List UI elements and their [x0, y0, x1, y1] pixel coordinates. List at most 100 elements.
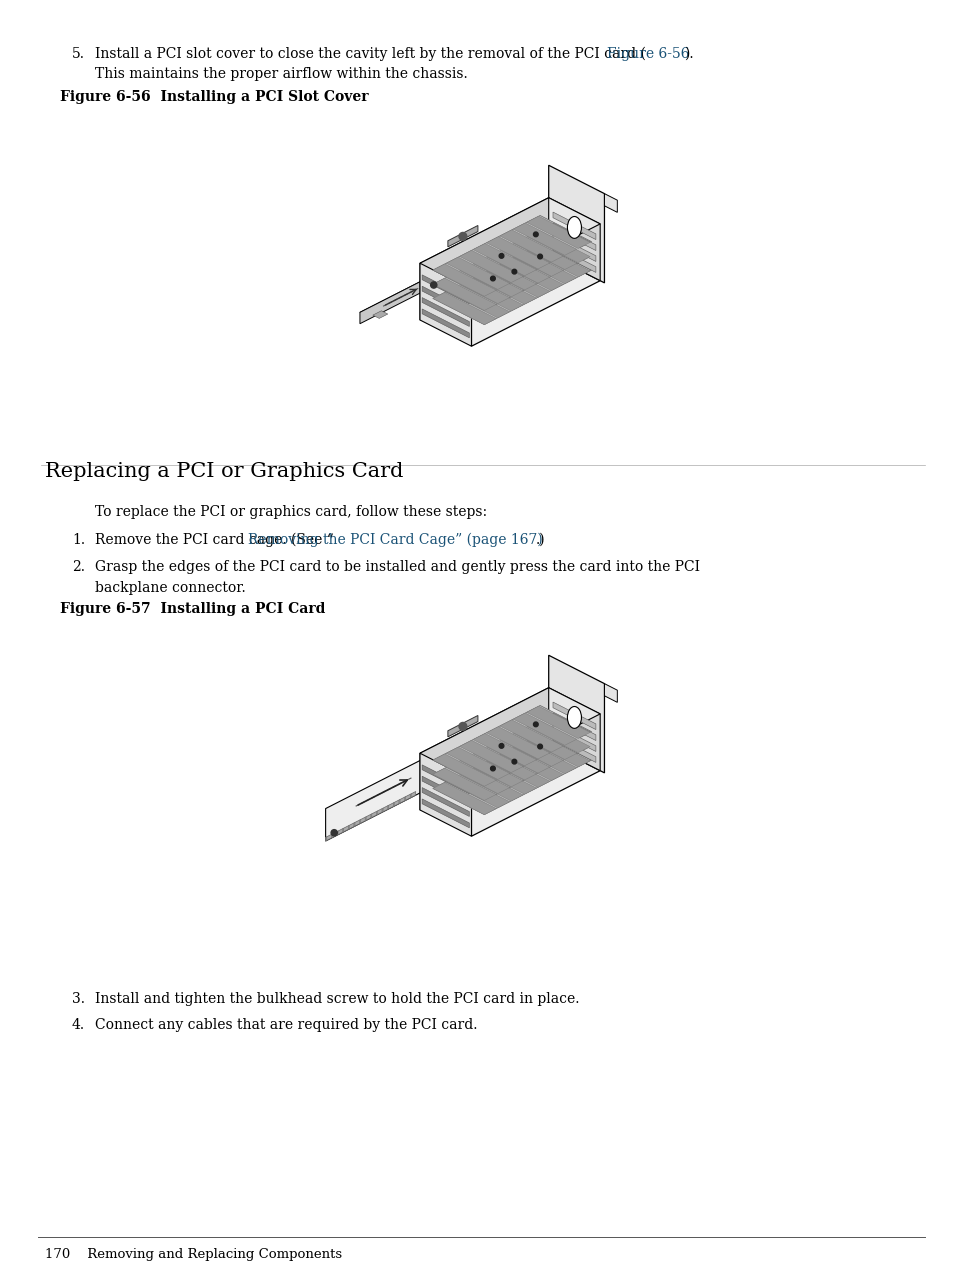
Text: 3.: 3. — [71, 991, 85, 1007]
Polygon shape — [526, 216, 590, 249]
Text: This maintains the proper airflow within the chassis.: This maintains the proper airflow within… — [95, 67, 467, 81]
Text: 5.: 5. — [71, 47, 85, 61]
Polygon shape — [447, 716, 477, 737]
Polygon shape — [553, 234, 596, 262]
Polygon shape — [473, 244, 536, 276]
Text: Figure 6-56  Installing a PCI Slot Cover: Figure 6-56 Installing a PCI Slot Cover — [60, 90, 368, 104]
Polygon shape — [513, 252, 577, 283]
Polygon shape — [526, 721, 590, 752]
Text: Figure 6-56: Figure 6-56 — [606, 47, 689, 61]
Text: Figure 6-57  Installing a PCI Card: Figure 6-57 Installing a PCI Card — [60, 602, 325, 616]
Ellipse shape — [567, 216, 580, 239]
Text: 170    Removing and Replacing Components: 170 Removing and Replacing Components — [45, 1248, 342, 1261]
Polygon shape — [359, 820, 360, 824]
Polygon shape — [486, 755, 549, 787]
Polygon shape — [548, 165, 604, 283]
Polygon shape — [459, 769, 522, 801]
Text: To replace the PCI or graphics card, follow these steps:: To replace the PCI or graphics card, fol… — [95, 505, 487, 519]
Polygon shape — [365, 817, 366, 821]
Polygon shape — [421, 275, 469, 304]
Polygon shape — [419, 688, 599, 779]
Polygon shape — [526, 230, 590, 263]
Polygon shape — [473, 761, 536, 794]
Polygon shape — [387, 805, 389, 810]
Polygon shape — [421, 309, 469, 338]
Circle shape — [458, 233, 466, 240]
Polygon shape — [433, 719, 591, 801]
Text: Connect any cables that are required by the PCI card.: Connect any cables that are required by … — [95, 1018, 477, 1032]
Circle shape — [430, 282, 436, 289]
Polygon shape — [446, 747, 509, 779]
Polygon shape — [499, 258, 562, 291]
Text: Install a PCI slot cover to close the cavity left by the removal of the PCI card: Install a PCI slot cover to close the ca… — [95, 47, 645, 61]
Polygon shape — [526, 707, 590, 738]
Polygon shape — [473, 733, 536, 766]
Circle shape — [490, 276, 495, 281]
Polygon shape — [373, 311, 388, 319]
Circle shape — [533, 233, 537, 236]
Polygon shape — [359, 273, 443, 315]
Polygon shape — [548, 656, 604, 773]
Polygon shape — [486, 250, 549, 283]
Polygon shape — [513, 727, 577, 760]
Polygon shape — [548, 198, 599, 281]
Polygon shape — [553, 245, 596, 272]
Polygon shape — [553, 713, 596, 741]
Polygon shape — [486, 727, 549, 759]
Polygon shape — [410, 793, 411, 798]
Polygon shape — [419, 754, 471, 836]
Circle shape — [537, 744, 542, 749]
Polygon shape — [459, 264, 522, 297]
Polygon shape — [526, 735, 590, 766]
Polygon shape — [499, 735, 562, 766]
Polygon shape — [459, 755, 522, 787]
Polygon shape — [446, 271, 509, 304]
Polygon shape — [421, 286, 469, 315]
Polygon shape — [433, 278, 496, 310]
Text: 2.: 2. — [71, 561, 85, 574]
Polygon shape — [381, 808, 383, 812]
Circle shape — [512, 269, 517, 275]
Polygon shape — [393, 802, 394, 807]
Polygon shape — [473, 258, 536, 290]
Circle shape — [498, 744, 503, 749]
Polygon shape — [499, 244, 562, 276]
Polygon shape — [553, 702, 596, 730]
Text: 1.: 1. — [71, 533, 85, 547]
Polygon shape — [433, 733, 591, 815]
Polygon shape — [433, 705, 591, 787]
Text: .): .) — [536, 533, 545, 547]
Polygon shape — [359, 273, 436, 324]
Polygon shape — [404, 797, 405, 801]
Circle shape — [331, 830, 337, 836]
Polygon shape — [421, 799, 469, 827]
Ellipse shape — [567, 707, 580, 728]
Polygon shape — [446, 775, 509, 808]
Text: Remove the PCI card cage. (See “: Remove the PCI card cage. (See “ — [95, 533, 334, 548]
Polygon shape — [446, 286, 509, 318]
Circle shape — [490, 766, 495, 770]
Polygon shape — [325, 747, 445, 841]
Polygon shape — [419, 688, 548, 810]
Polygon shape — [447, 225, 477, 247]
Polygon shape — [419, 198, 599, 290]
Polygon shape — [526, 244, 590, 277]
Polygon shape — [433, 768, 496, 801]
Polygon shape — [604, 684, 617, 703]
Polygon shape — [375, 811, 377, 815]
Polygon shape — [499, 749, 562, 780]
Polygon shape — [459, 278, 522, 311]
Polygon shape — [348, 825, 349, 830]
Polygon shape — [325, 792, 416, 841]
Polygon shape — [548, 688, 599, 770]
Polygon shape — [471, 681, 599, 836]
Polygon shape — [553, 724, 596, 751]
Circle shape — [498, 253, 503, 258]
Polygon shape — [553, 212, 596, 239]
Polygon shape — [486, 236, 549, 269]
Polygon shape — [471, 192, 599, 346]
Polygon shape — [499, 719, 562, 752]
Polygon shape — [433, 216, 591, 296]
Polygon shape — [421, 777, 469, 805]
Polygon shape — [421, 788, 469, 816]
